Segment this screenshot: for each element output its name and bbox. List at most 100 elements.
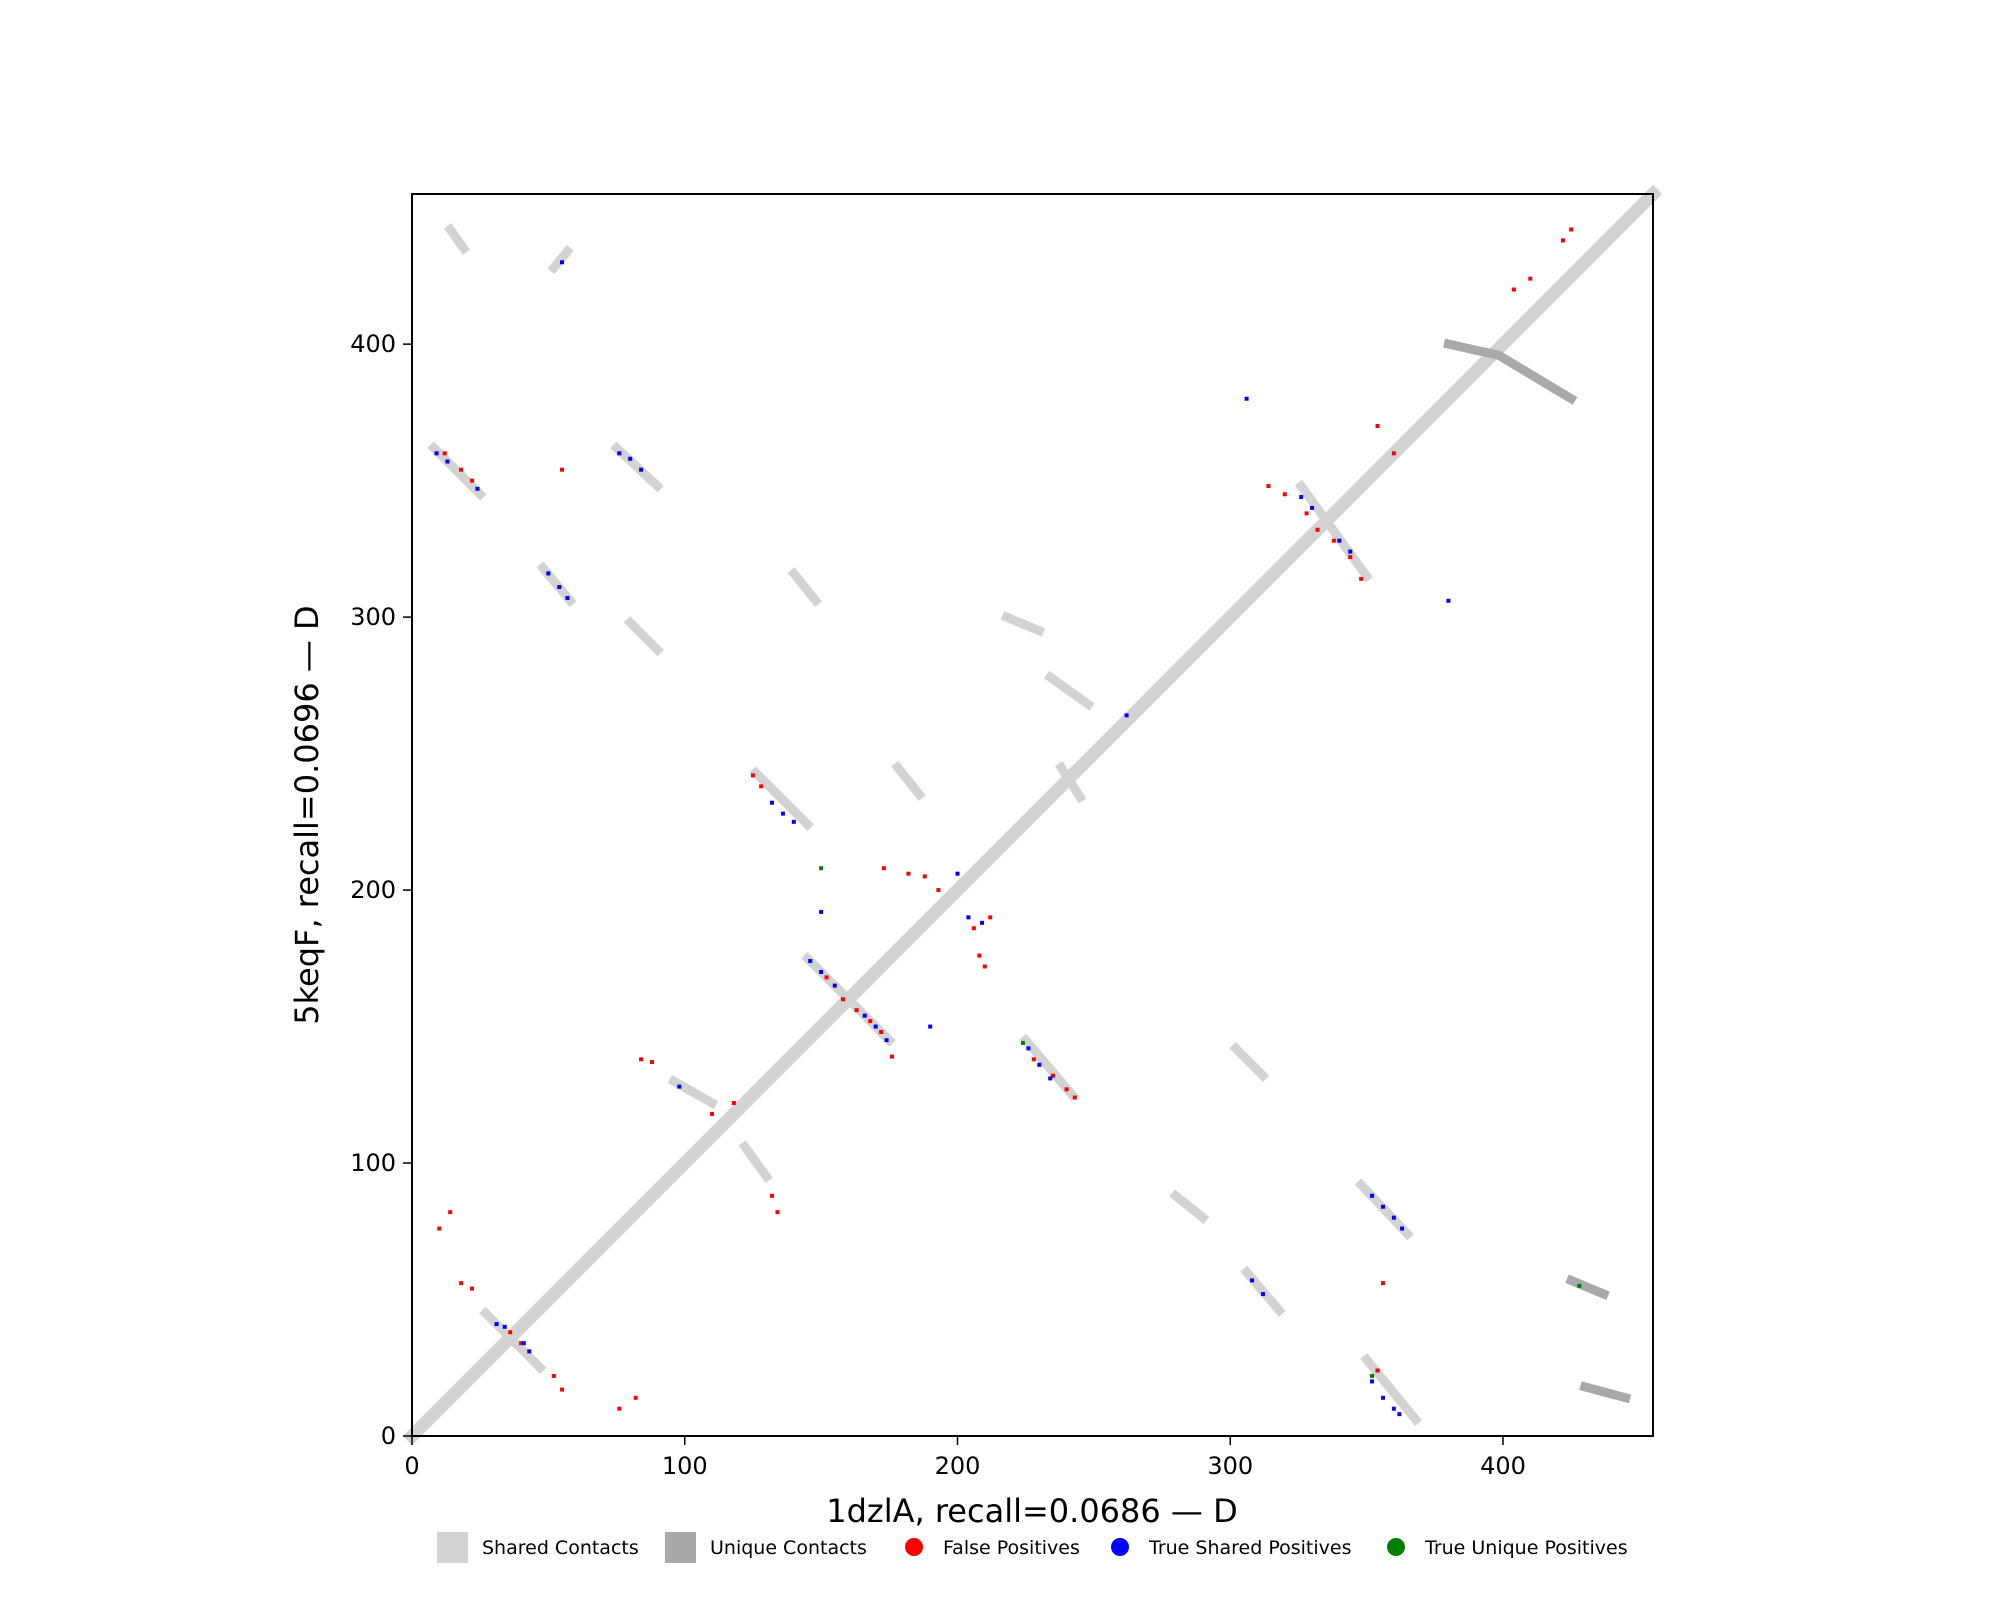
plot-frame	[411, 193, 1654, 1437]
true-shared-positive-point	[1446, 598, 1451, 603]
true-shared-positive-point	[565, 595, 570, 600]
true-shared-positive-point	[884, 1038, 889, 1043]
false-positive-point	[982, 964, 987, 969]
shared-contact-segment	[623, 616, 664, 657]
true-shared-positive-point	[808, 959, 813, 964]
true-shared-positive-point	[1250, 1278, 1255, 1283]
legend-label: Shared Contacts	[482, 1537, 639, 1559]
unique-contact-segment	[1496, 351, 1578, 405]
x-tick-label: 100	[662, 1452, 708, 1480]
legend-marker	[1111, 1538, 1129, 1556]
false-positive-point	[1031, 1057, 1036, 1062]
true-shared-positive-point	[1391, 1215, 1396, 1220]
false-positive-point	[1375, 424, 1380, 429]
true-shared-positive-point	[1037, 1062, 1042, 1067]
shared-contact-segment	[891, 760, 926, 801]
false-positive-point	[1315, 527, 1320, 532]
false-positive-point	[639, 1057, 644, 1062]
true-shared-positive-point	[521, 1341, 526, 1346]
shared-contact-segment	[1000, 611, 1046, 637]
x-tick-label: 400	[1480, 1452, 1526, 1480]
false-positive-point	[617, 1406, 622, 1411]
false-positive-point	[971, 926, 976, 931]
true-shared-positive-point	[557, 585, 562, 590]
plot-area	[402, 184, 1663, 1446]
y-tick-label: 0	[381, 1422, 396, 1450]
false-positive-point	[750, 773, 755, 778]
true-unique-positive-point	[1020, 1040, 1025, 1045]
shared-contact-segment	[1054, 761, 1087, 804]
false-positive-point	[1528, 276, 1533, 281]
true-shared-positive-point	[1397, 1412, 1402, 1417]
shared-contact-segment	[738, 1140, 773, 1183]
false-positive-point	[1391, 451, 1396, 456]
false-positive-point	[770, 1193, 775, 1198]
legend-label: True Unique Positives	[1424, 1537, 1628, 1559]
legend-marker	[1387, 1538, 1405, 1556]
false-positive-point	[1560, 238, 1565, 243]
shared-contact-segment	[1354, 1178, 1414, 1241]
axis-ticks: 0 100 200 300 400 0 100 200 300 400	[350, 330, 1526, 1480]
false-positive-point	[879, 1030, 884, 1035]
y-tick-label: 400	[350, 330, 396, 358]
false-positive-point	[881, 866, 886, 871]
false-positive-point	[1375, 1368, 1380, 1373]
true-shared-positive-point	[546, 571, 551, 576]
true-shared-positive-point	[494, 1322, 499, 1327]
shared-contact-segment	[1229, 1042, 1270, 1083]
false-positive-point	[470, 478, 475, 483]
true-shared-positive-point	[862, 1013, 867, 1018]
legend: Shared Contacts Unique Contacts False Posi…	[437, 1532, 1628, 1563]
x-tick-label: 300	[1207, 1452, 1253, 1480]
false-positive-point	[759, 784, 764, 789]
false-positive-point	[1282, 492, 1287, 497]
true-shared-positive-point	[819, 909, 824, 914]
false-positive-point	[922, 874, 927, 879]
false-positive-point	[650, 1060, 655, 1065]
false-positive-point	[1348, 555, 1353, 560]
legend-marker	[905, 1538, 923, 1556]
legend-swatch	[665, 1532, 696, 1563]
false-positive-point	[633, 1395, 638, 1400]
true-shared-positive-point	[1380, 1204, 1385, 1209]
false-positive-point	[551, 1373, 556, 1378]
true-shared-positive-point	[928, 1024, 933, 1029]
true-shared-positive-point	[445, 459, 450, 464]
false-positive-point	[906, 871, 911, 876]
false-positive-point	[890, 1054, 895, 1059]
false-positive-point	[936, 888, 941, 893]
shared-contact-segment	[610, 441, 664, 493]
false-positive-point	[1072, 1095, 1077, 1100]
true-shared-positive-point	[1380, 1395, 1385, 1400]
true-shared-positive-point	[677, 1084, 682, 1089]
true-unique-positive-point	[1370, 1373, 1375, 1378]
false-positive-point	[854, 1008, 859, 1013]
true-shared-positive-point	[955, 871, 960, 876]
x-tick-label: 200	[935, 1452, 981, 1480]
true-shared-positive-point	[502, 1324, 507, 1329]
true-shared-positive-point	[1026, 1046, 1031, 1051]
true-shared-positive-point	[1048, 1076, 1053, 1081]
unique-contact-segment	[1565, 1274, 1610, 1300]
unique-contact-segment	[1443, 338, 1503, 361]
false-positive-point	[710, 1111, 715, 1116]
true-shared-positive-point	[873, 1024, 878, 1029]
true-shared-positive-point	[1299, 494, 1304, 499]
false-positive-point	[868, 1019, 873, 1024]
diagonal-contact-band	[402, 184, 1663, 1446]
true-shared-positive-point	[819, 969, 824, 974]
false-positive-point	[437, 1226, 442, 1231]
true-shared-positive-point	[1391, 1406, 1396, 1411]
false-positive-point	[442, 451, 447, 456]
true-shared-positive-point	[475, 486, 480, 491]
false-positive-point	[519, 1341, 524, 1346]
false-positive-point	[840, 997, 845, 1002]
true-shared-positive-point	[832, 983, 837, 988]
false-positive-point	[459, 467, 464, 472]
true-shared-positive-point	[1244, 396, 1249, 401]
true-shared-positive-point	[617, 451, 622, 456]
false-positive-point	[470, 1286, 475, 1291]
unique-contact-segment	[1579, 1381, 1632, 1404]
y-axis-title: 5keqF, recall=0.0696 — D	[288, 605, 326, 1024]
